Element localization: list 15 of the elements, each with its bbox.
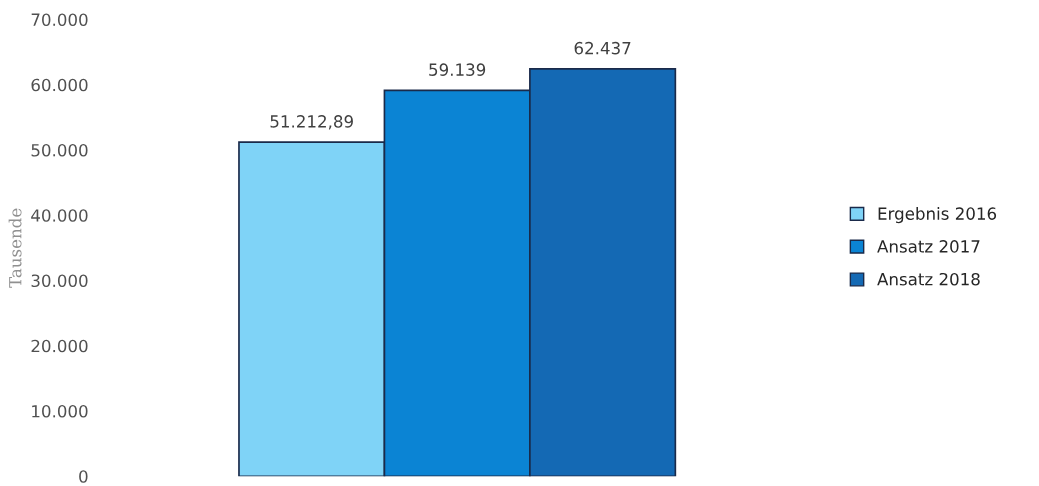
y-tick-label: 70.000: [31, 13, 88, 27]
y-tick-label: 20.000: [31, 339, 88, 353]
data-label: 59.139: [429, 63, 486, 76]
y-tick-label: 40.000: [31, 209, 88, 222]
y-tick-label: 30.000: [31, 274, 88, 288]
data-label: 62.437: [574, 41, 631, 55]
y-tick-label: 10.000: [32, 404, 88, 418]
data-label: 51.212,89: [270, 115, 353, 130]
y-tick-label: 0: [79, 470, 88, 483]
legend-label: Ansatz 2018: [877, 272, 980, 286]
legend-label: Ergebnis 2016: [878, 207, 997, 224]
legend-label: Ansatz 2017: [877, 240, 980, 253]
y-tick-label: 50.000: [31, 143, 88, 157]
y-tick-label: 60.000: [31, 78, 88, 92]
y-axis-title: Tausende: [8, 208, 22, 288]
